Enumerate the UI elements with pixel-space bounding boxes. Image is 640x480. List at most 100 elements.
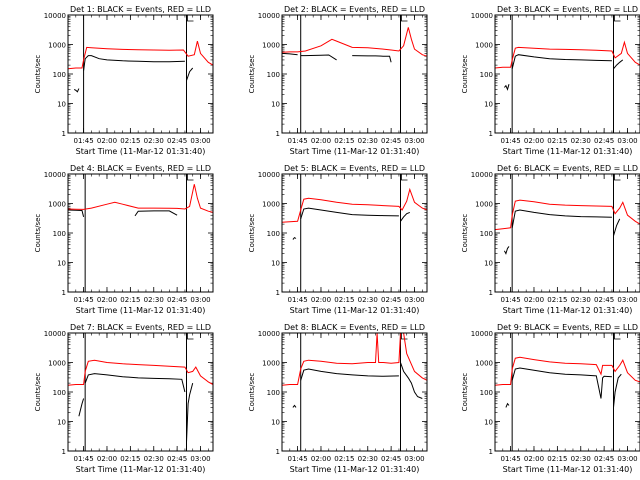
x-tick-label: 03:00 <box>404 455 424 463</box>
x-tick-label: 03:00 <box>617 137 637 145</box>
y-tick-label: 1000 <box>475 201 493 209</box>
marker-bracket <box>614 333 621 340</box>
y-tick-label: 1 <box>62 448 66 456</box>
x-tick-label: 02:30 <box>571 296 591 304</box>
x-tick-label: 02:30 <box>358 296 378 304</box>
x-tick-label: 02:15 <box>547 137 567 145</box>
y-tick-label: 100 <box>53 389 66 397</box>
x-tick-label: 03:00 <box>404 137 424 145</box>
x-tick-label: 02:30 <box>144 296 164 304</box>
y-tick-label: 1000 <box>262 360 280 368</box>
lld-series-line <box>281 187 428 223</box>
y-tick-label: 100 <box>53 71 66 79</box>
x-tick-label: 03:00 <box>190 455 210 463</box>
events-series-line <box>292 236 297 240</box>
lld-series-line <box>67 40 214 70</box>
x-tick-label: 02:30 <box>571 137 591 145</box>
lld-series-line <box>494 356 640 386</box>
x-tick-label: 03:00 <box>617 455 637 463</box>
events-series-line <box>83 55 185 71</box>
plot-frame <box>67 173 214 293</box>
x-axis-label: Start Time (11-Mar-12 01:31:40) <box>503 306 633 315</box>
detector-panel-5: Det 5: BLACK = Events, RED = LLD Start Ti… <box>248 164 428 315</box>
plot-frame <box>494 14 640 134</box>
x-tick-label: 01:45 <box>287 296 307 304</box>
marker-bracket <box>401 333 408 340</box>
y-tick-label: 10 <box>484 419 493 427</box>
x-tick-label: 02:30 <box>144 137 164 145</box>
detector-panel-1: Det 1: BLACK = Events, RED = LLD Start Ti… <box>34 5 214 156</box>
x-axis-label: Start Time (11-Mar-12 01:31:40) <box>76 465 206 474</box>
x-tick-label: 02:15 <box>547 296 567 304</box>
y-tick-label: 1 <box>489 130 493 138</box>
y-axis-label: Counts/sec <box>248 373 256 412</box>
x-tick-label: 02:45 <box>167 455 187 463</box>
events-series-line <box>613 373 622 408</box>
y-tick-label: 10000 <box>258 12 280 20</box>
y-tick-label: 1 <box>62 289 66 297</box>
x-tick-label: 02:45 <box>167 137 187 145</box>
x-tick-label: 01:45 <box>287 455 307 463</box>
panel-title: Det 7: BLACK = Events, RED = LLD <box>70 323 211 332</box>
x-tick-label: 02:00 <box>524 137 544 145</box>
x-tick-label: 02:30 <box>358 455 378 463</box>
events-series-line <box>300 207 399 220</box>
lld-series-line <box>281 332 428 386</box>
x-tick-label: 01:45 <box>73 455 93 463</box>
panel-title: Det 1: BLACK = Events, RED = LLD <box>70 5 211 14</box>
y-axis-label: Counts/sec <box>34 373 42 412</box>
events-series-line <box>292 404 297 408</box>
y-tick-label: 100 <box>267 389 280 397</box>
events-series-line <box>613 59 624 70</box>
x-axis-label: Start Time (11-Mar-12 01:31:40) <box>76 306 206 315</box>
y-tick-label: 10 <box>484 260 493 268</box>
x-axis-label: Start Time (11-Mar-12 01:31:40) <box>503 465 633 474</box>
panel-title: Det 2: BLACK = Events, RED = LLD <box>284 5 425 14</box>
y-axis-label: Counts/sec <box>461 55 469 94</box>
panel-title: Det 9: BLACK = Events, RED = LLD <box>497 323 638 332</box>
y-tick-label: 10000 <box>471 171 493 179</box>
marker-bracket <box>187 174 194 181</box>
x-tick-label: 02:45 <box>167 296 187 304</box>
y-tick-label: 10000 <box>258 171 280 179</box>
detector-panel-7: Det 7: BLACK = Events, RED = LLD Start Ti… <box>34 323 214 474</box>
y-tick-label: 1000 <box>475 360 493 368</box>
events-series-line <box>84 373 186 393</box>
panel-title: Det 3: BLACK = Events, RED = LLD <box>497 5 638 14</box>
y-tick-label: 1000 <box>475 42 493 50</box>
y-tick-label: 1 <box>276 448 280 456</box>
y-tick-label: 100 <box>267 71 280 79</box>
x-tick-label: 02:45 <box>594 137 614 145</box>
marker-bracket <box>614 15 621 22</box>
y-tick-label: 100 <box>480 71 493 79</box>
x-tick-label: 02:45 <box>594 296 614 304</box>
events-series-line <box>300 368 399 381</box>
lld-series-line <box>494 40 640 69</box>
x-tick-label: 01:45 <box>287 137 307 145</box>
y-tick-label: 1 <box>489 448 493 456</box>
y-tick-label: 1000 <box>48 42 66 50</box>
y-tick-label: 100 <box>267 230 280 238</box>
x-tick-label: 02:00 <box>524 296 544 304</box>
y-tick-label: 10000 <box>258 330 280 338</box>
events-series-line <box>186 67 194 81</box>
plot-frame <box>281 332 428 452</box>
x-axis-label: Start Time (11-Mar-12 01:31:40) <box>503 147 633 156</box>
x-tick-label: 02:15 <box>120 296 140 304</box>
x-tick-label: 02:00 <box>311 455 331 463</box>
x-tick-label: 02:00 <box>524 455 544 463</box>
x-tick-label: 02:45 <box>381 296 401 304</box>
y-tick-label: 10000 <box>44 171 66 179</box>
x-tick-label: 02:30 <box>358 137 378 145</box>
y-tick-label: 100 <box>53 230 66 238</box>
plot-frame <box>281 14 428 134</box>
events-series-line <box>511 367 612 399</box>
events-series-line <box>134 210 178 217</box>
y-tick-label: 1 <box>276 130 280 138</box>
y-tick-label: 10000 <box>44 330 66 338</box>
y-tick-label: 10000 <box>471 330 493 338</box>
x-tick-label: 01:45 <box>500 296 520 304</box>
events-series-line <box>511 54 612 69</box>
y-tick-label: 10000 <box>471 12 493 20</box>
